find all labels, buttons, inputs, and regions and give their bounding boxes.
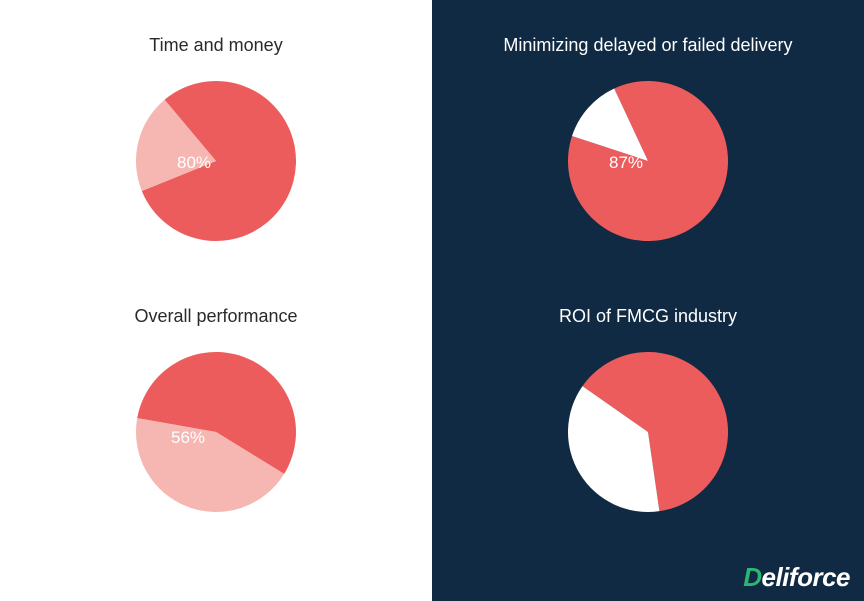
right-panel: Minimizing delayed or failed delivery 87… bbox=[432, 0, 864, 601]
chart-title: Minimizing delayed or failed delivery bbox=[503, 35, 792, 56]
pie-chart bbox=[568, 81, 728, 241]
logo-accent: D bbox=[743, 562, 761, 592]
chart-time-money: Time and money 80% bbox=[20, 30, 412, 301]
pie-wrap: 87% bbox=[568, 81, 728, 241]
pie-wrap: 80% bbox=[136, 81, 296, 241]
chart-title: Time and money bbox=[149, 35, 282, 56]
chart-title: ROI of FMCG industry bbox=[559, 306, 737, 327]
pie-wrap: 56% bbox=[136, 352, 296, 512]
chart-roi: ROI of FMCG industry 63% bbox=[452, 301, 844, 572]
left-panel: Time and money 80% Overall performance 5… bbox=[0, 0, 432, 601]
chart-delivery: Minimizing delayed or failed delivery 87… bbox=[452, 30, 844, 301]
chart-performance: Overall performance 56% bbox=[20, 301, 412, 572]
pie-chart bbox=[136, 81, 296, 241]
pie-chart bbox=[136, 352, 296, 512]
infographic-container: Time and money 80% Overall performance 5… bbox=[0, 0, 864, 601]
pie-chart bbox=[568, 352, 728, 512]
brand-logo: Deliforce bbox=[743, 562, 850, 593]
logo-rest: eliforce bbox=[762, 562, 851, 592]
chart-title: Overall performance bbox=[134, 306, 297, 327]
pie-wrap: 63% bbox=[568, 352, 728, 512]
